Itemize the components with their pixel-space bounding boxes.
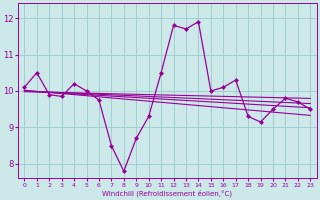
X-axis label: Windchill (Refroidissement éolien,°C): Windchill (Refroidissement éolien,°C): [102, 189, 232, 197]
